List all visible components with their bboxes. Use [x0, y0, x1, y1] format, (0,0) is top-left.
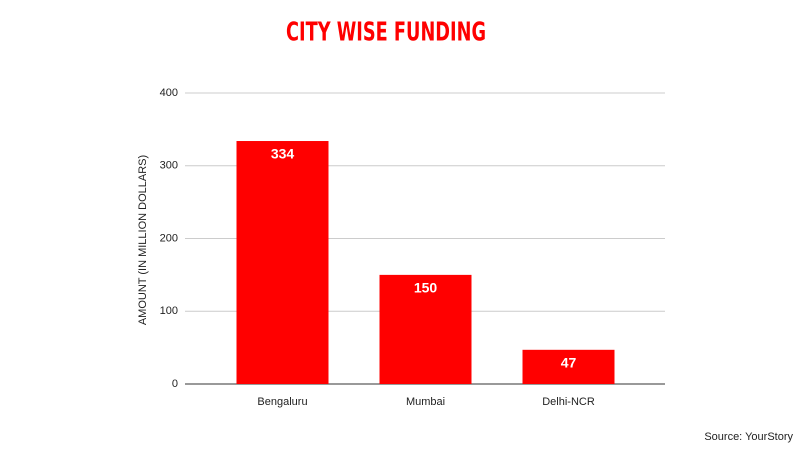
x-tick-label: Mumbai — [406, 396, 445, 408]
y-tick-label: 300 — [160, 160, 178, 172]
x-tick-label: Delhi-NCR — [542, 396, 595, 408]
y-tick-label: 0 — [172, 378, 178, 390]
y-tick-label: 100 — [160, 305, 178, 317]
bar — [379, 274, 472, 384]
source-note: Source: YourStory — [704, 431, 793, 443]
chart-title: CITY WISE FUNDING — [286, 18, 486, 48]
x-tick-label: Bengaluru — [257, 396, 307, 408]
bar — [522, 349, 615, 384]
y-tick-label: 200 — [160, 232, 178, 244]
bar — [236, 141, 329, 384]
y-axis-label: AMOUNT (IN MILLION DOLLARS) — [137, 155, 149, 325]
data-label: 47 — [561, 355, 577, 371]
data-label: 150 — [414, 280, 438, 296]
data-label: 334 — [271, 146, 295, 162]
y-tick-label: 400 — [160, 87, 178, 99]
